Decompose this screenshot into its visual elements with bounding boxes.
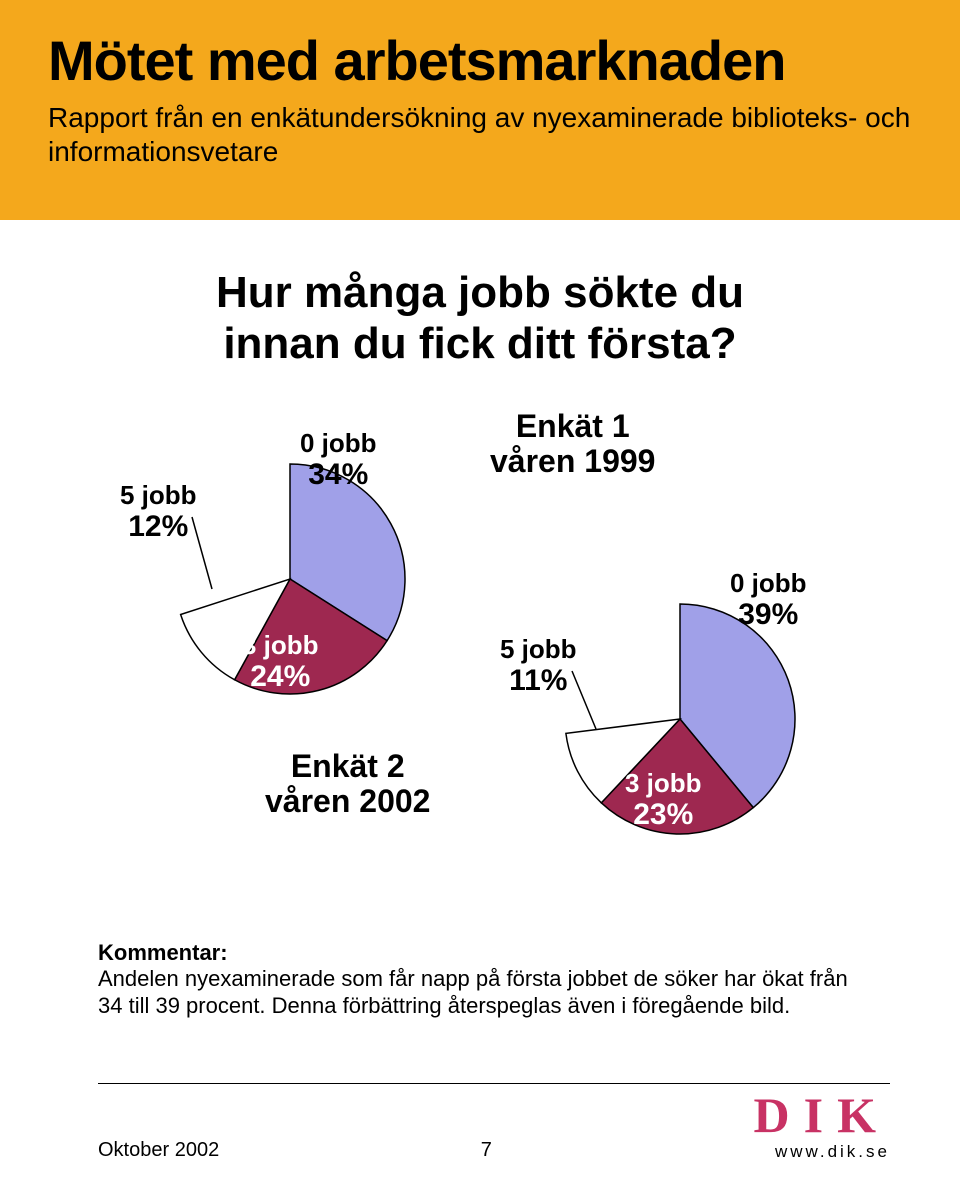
question-line-1: Hur många jobb sökte du bbox=[216, 268, 744, 317]
charts-area: 0 jobb 34% 3 jobb 24% 5 jobb 12% Enkät 2… bbox=[0, 369, 960, 909]
pie1-slice2-label: 5 jobb bbox=[500, 635, 577, 664]
pie1-slice1-pct: 23% bbox=[625, 798, 702, 831]
header-banner: Mötet med arbetsmarknaden Rapport från e… bbox=[0, 0, 960, 220]
dik-logo: DIK bbox=[754, 1090, 890, 1140]
pie2-slice1-pct: 24% bbox=[242, 660, 319, 693]
question-line-2: innan du fick ditt första? bbox=[223, 319, 736, 368]
footer-date: Oktober 2002 bbox=[98, 1139, 219, 1162]
footer-page: 7 bbox=[481, 1139, 492, 1162]
pie1-label-5jobb: 5 jobb 11% bbox=[500, 635, 577, 697]
pie2-slice2-pct: 12% bbox=[120, 510, 197, 543]
dik-url: www.dik.se bbox=[754, 1142, 890, 1162]
survey2-title-line1: Enkät 2 bbox=[291, 748, 405, 784]
pie1-slice0-label: 0 jobb bbox=[730, 569, 807, 598]
pie2-slice0-label: 0 jobb bbox=[300, 429, 377, 458]
pie1-label-0jobb: 0 jobb 39% bbox=[730, 569, 807, 631]
footer: Oktober 2002 7 DIK www.dik.se bbox=[98, 1083, 890, 1162]
survey1-title: Enkät 1 våren 1999 bbox=[490, 409, 655, 479]
question-heading: Hur många jobb sökte du innan du fick di… bbox=[0, 268, 960, 369]
report-subtitle: Rapport från en enkätundersökning av nye… bbox=[48, 101, 912, 168]
pie2-slice2-label: 5 jobb bbox=[120, 481, 197, 510]
comment-body: Andelen nyexaminerade som får napp på fö… bbox=[98, 966, 848, 1017]
pie2-label-5jobb: 5 jobb 12% bbox=[120, 481, 197, 543]
pie1-slice0-pct: 39% bbox=[730, 598, 807, 631]
pie1-label-3jobb: 3 jobb 23% bbox=[625, 769, 702, 831]
survey2-title: Enkät 2 våren 2002 bbox=[265, 749, 430, 819]
pie1-slice1-label: 3 jobb bbox=[625, 769, 702, 798]
survey1-title-line1: Enkät 1 bbox=[516, 408, 630, 444]
pie2-label-0jobb: 0 jobb 34% bbox=[300, 429, 377, 491]
comment-block: Kommentar: Andelen nyexaminerade som får… bbox=[98, 940, 858, 1019]
pie2-label-3jobb: 3 jobb 24% bbox=[242, 631, 319, 693]
report-title: Mötet med arbetsmarknaden bbox=[48, 28, 912, 93]
pie2-slice1-label: 3 jobb bbox=[242, 631, 319, 660]
comment-heading: Kommentar: bbox=[98, 940, 228, 965]
pie2-slice0-pct: 34% bbox=[300, 458, 377, 491]
survey1-title-line2: våren 1999 bbox=[490, 443, 655, 479]
survey2-title-line2: våren 2002 bbox=[265, 783, 430, 819]
pie1-slice2-pct: 11% bbox=[500, 664, 577, 697]
